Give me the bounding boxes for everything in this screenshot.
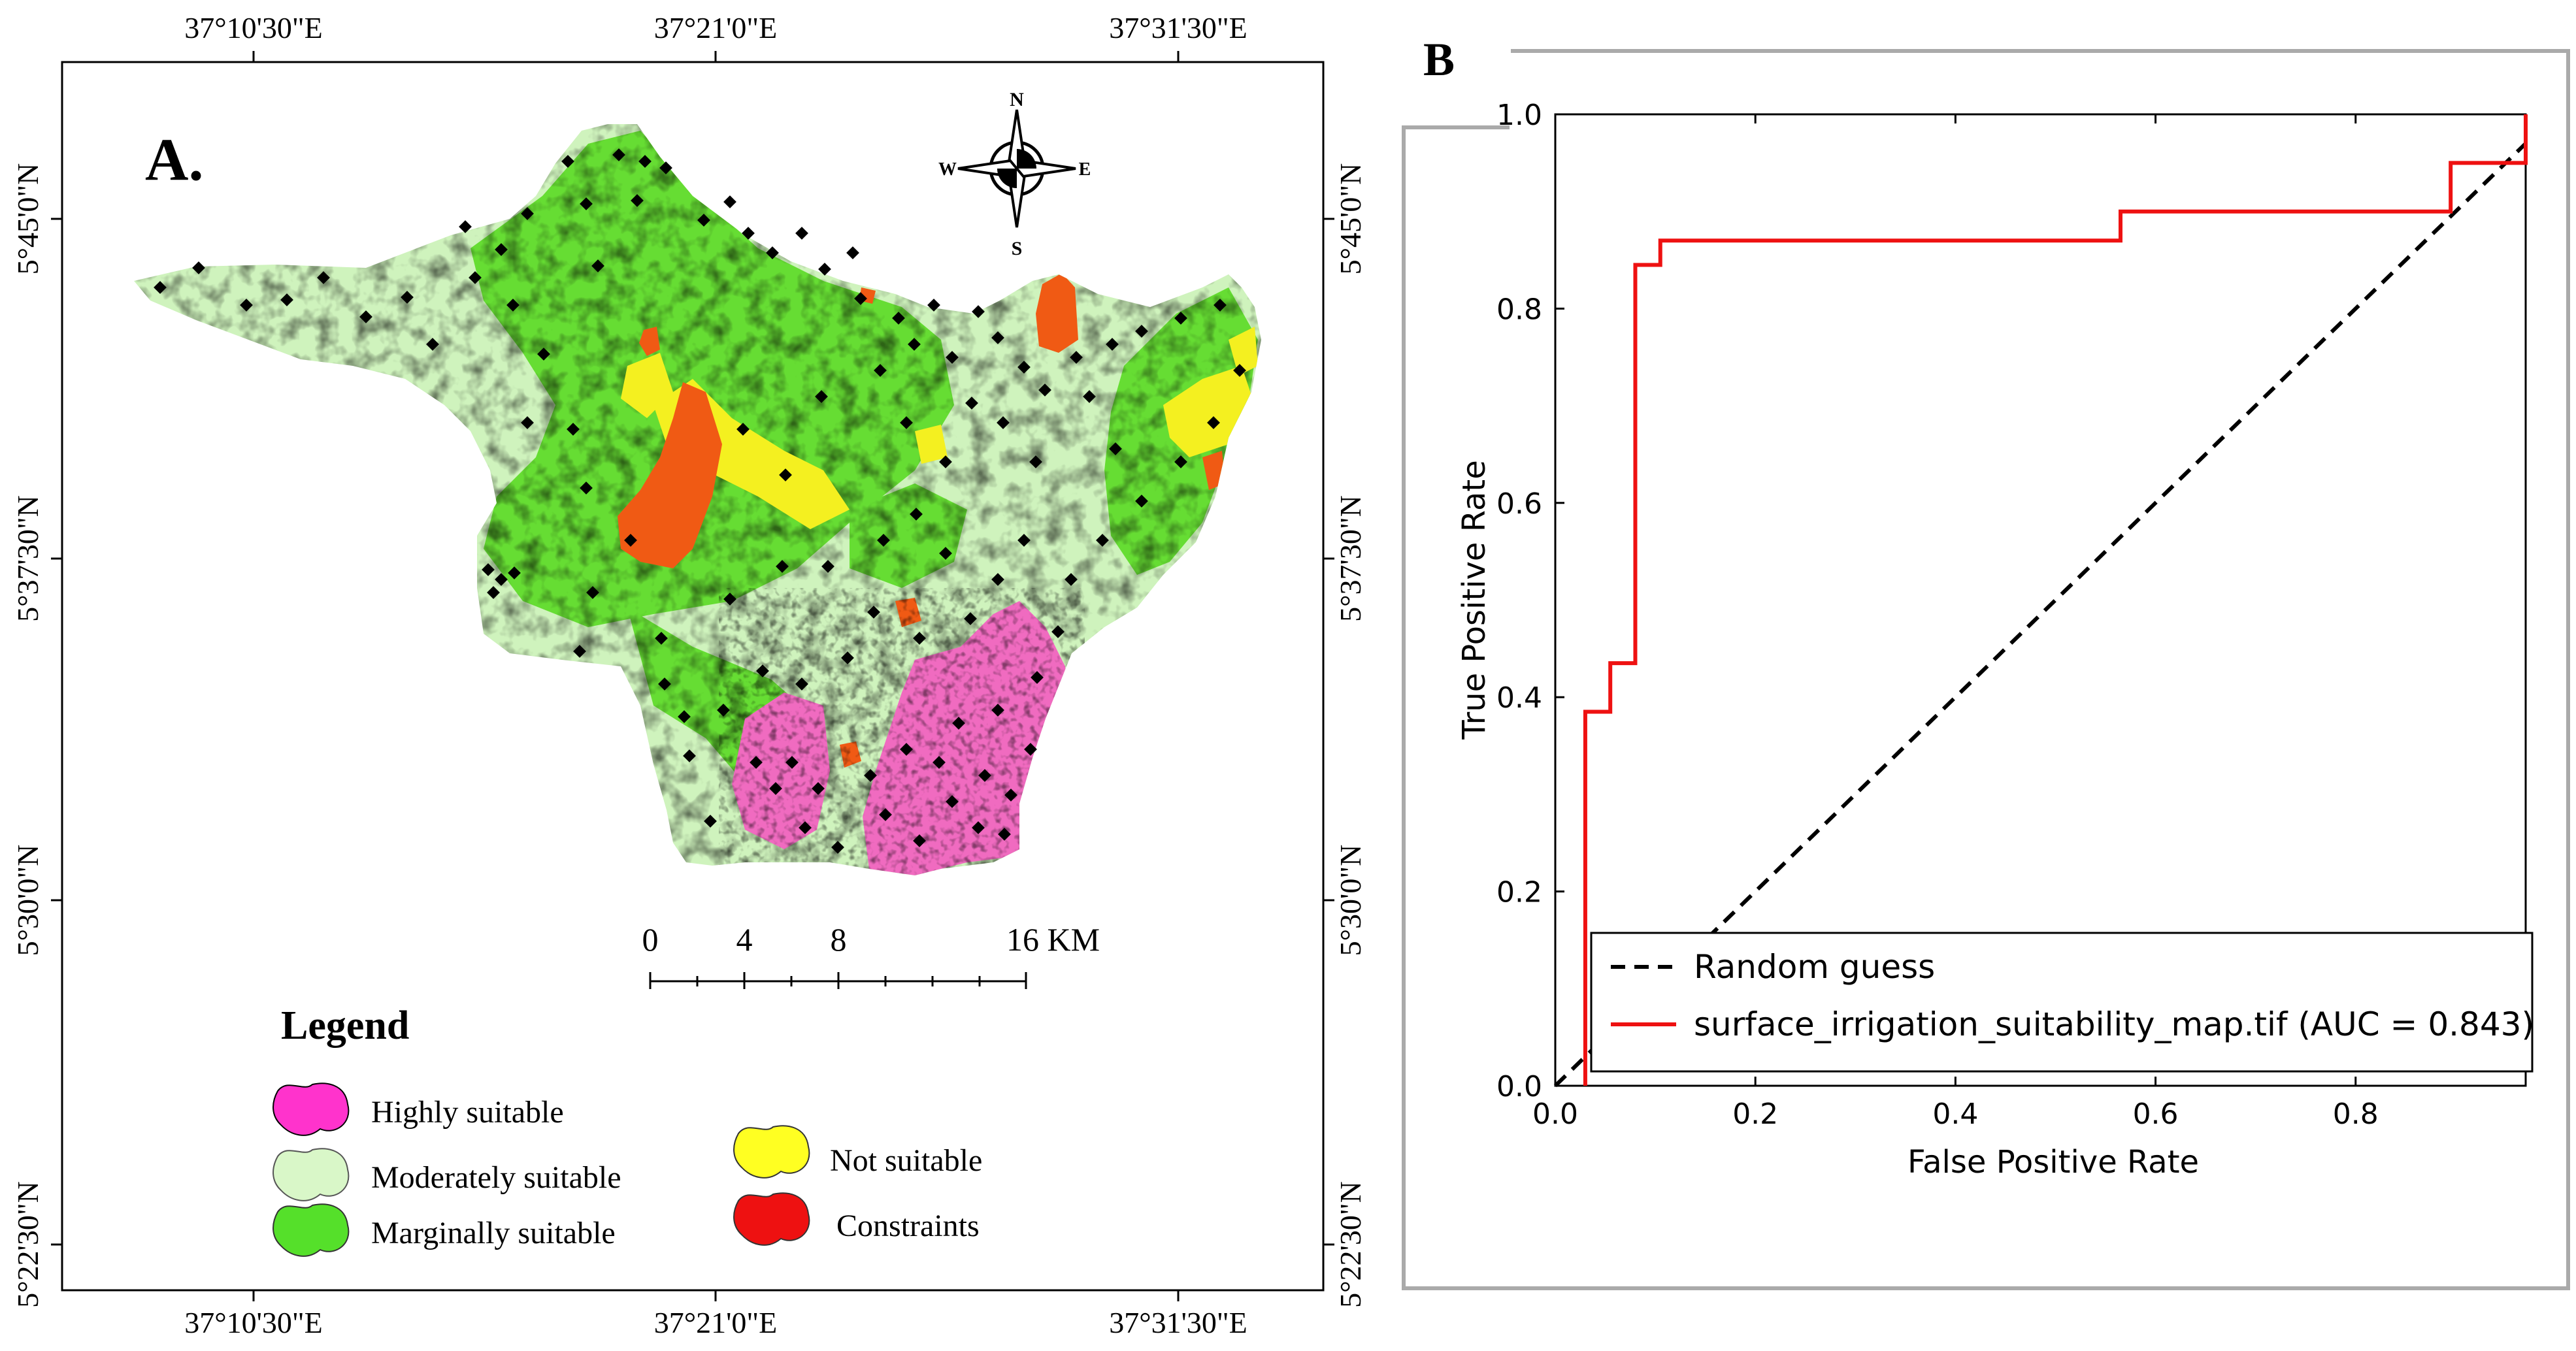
legend-title: Legend (281, 1003, 409, 1048)
panel-a: 37°10'30"E 37°21'0"E 37°31'30"E 37°10'30… (11, 11, 1367, 1339)
north-arrow: N S W E (938, 89, 1091, 259)
panel-a-label: A. (145, 126, 203, 193)
scale-label-0: 0 (642, 921, 659, 958)
y-axis-label: True Positive Rate (1456, 460, 1493, 740)
scale-label-16: 16 KM (1006, 921, 1100, 958)
y-tick-label: 0.8 (1496, 293, 1542, 326)
x-axis-label: False Positive Rate (1907, 1144, 2199, 1180)
legend-text-model: surface_irrigation_suitability_map.tif (… (1694, 1005, 2534, 1043)
legend-item-constraints: Constraints (733, 1192, 980, 1246)
y-axis-ticks: 0.0 0.2 0.4 0.6 0.8 1.0 (1496, 99, 1564, 1103)
bottom-lon-label-2: 37°21'0"E (654, 1306, 778, 1339)
right-lat-label-4: 5°22'30"N (1334, 1181, 1367, 1308)
series-random-guess (1553, 142, 2528, 1088)
legend-label-highly: Highly suitable (371, 1095, 564, 1130)
compass-e: E (1079, 159, 1091, 180)
top-lon-label-1: 37°10'30"E (184, 11, 323, 44)
right-lat-label-2: 5°37'30"N (1334, 495, 1367, 622)
x-axis-ticks: 0.0 0.2 0.4 0.6 0.8 (1532, 114, 2379, 1131)
scale-label-8: 8 (831, 921, 847, 958)
legend-item-not-suitable: Not suitable (733, 1125, 982, 1179)
scale-label-4: 4 (736, 921, 753, 958)
legend-swatch-constraints (733, 1192, 810, 1246)
series-layer (1553, 114, 2528, 1088)
y-tick-label: 0.6 (1496, 487, 1542, 521)
right-lat-label-3: 5°30'0"N (1334, 845, 1367, 956)
x-tick-label: 0.6 (2133, 1098, 2179, 1131)
legend-label-not-suitable: Not suitable (830, 1143, 982, 1178)
compass-w: W (938, 159, 957, 180)
legend-item-marginally-suitable: Marginally suitable (272, 1203, 616, 1257)
left-lat-label-2: 5°37'30"N (11, 495, 44, 622)
series-roc-curve (1583, 114, 2528, 1086)
bottom-lon-label-3: 37°31'30"E (1109, 1306, 1247, 1339)
legend-label-constraints: Constraints (836, 1209, 980, 1243)
sample-points (154, 148, 1246, 854)
legend-swatch-not-suitable (733, 1125, 810, 1179)
compass-s: S (1012, 238, 1023, 259)
x-tick-label: 0.8 (2333, 1098, 2379, 1131)
right-lat-label-1: 5°45'0"N (1334, 163, 1367, 275)
legend-label-marginally: Marginally suitable (371, 1216, 616, 1250)
bottom-lon-label-1: 37°10'30"E (184, 1306, 323, 1339)
legend-swatch-marginally (272, 1203, 350, 1257)
top-lon-label-3: 37°31'30"E (1109, 11, 1247, 44)
left-lat-label-4: 5°22'30"N (11, 1181, 44, 1308)
roc-legend: Random guess surface_irrigation_suitabil… (1590, 932, 2534, 1073)
plot-area (1554, 113, 2527, 1087)
roc-chart: 0.0 0.2 0.4 0.6 0.8 0.0 0.2 0.4 0.6 0.8 1.0 False… (1456, 99, 2534, 1180)
y-tick-label: 1.0 (1496, 99, 1542, 132)
scale-bar: 0 4 8 16 KM (642, 921, 1100, 989)
graticule-ticks (51, 51, 1334, 1301)
legend-item-moderately-suitable: Moderately suitable (272, 1148, 621, 1201)
panel-b: B 0.0 0.2 0.4 0.6 0.8 0.0 0.2 0.4 0.6 0.8 1.0 Fal… (1402, 33, 2570, 1290)
legend-label-moderately: Moderately suitable (371, 1160, 621, 1195)
panel-b-label: B (1423, 33, 1455, 86)
map-legend: Legend Highly suitable Moderately suitab… (272, 1003, 982, 1257)
y-tick-label: 0.4 (1496, 681, 1542, 715)
roc-legend-box (1590, 932, 2534, 1073)
x-tick-label: 0.0 (1532, 1098, 1578, 1131)
legend-item-highly-suitable: Highly suitable (272, 1082, 564, 1136)
left-lat-label-1: 5°45'0"N (11, 163, 44, 275)
legend-swatch-highly (272, 1082, 350, 1136)
legend-text-random: Random guess (1694, 948, 1935, 986)
top-lon-label-2: 37°21'0"E (654, 11, 778, 44)
left-lat-label-3: 5°30'0"N (11, 845, 44, 956)
y-tick-label: 0.0 (1496, 1070, 1542, 1103)
x-tick-label: 0.4 (1932, 1098, 1978, 1131)
panel-b-border (1402, 49, 2570, 1290)
compass-n: N (1010, 89, 1024, 110)
y-tick-label: 0.2 (1496, 876, 1542, 909)
x-tick-label: 0.2 (1732, 1098, 1778, 1131)
legend-swatch-moderately (272, 1148, 350, 1201)
